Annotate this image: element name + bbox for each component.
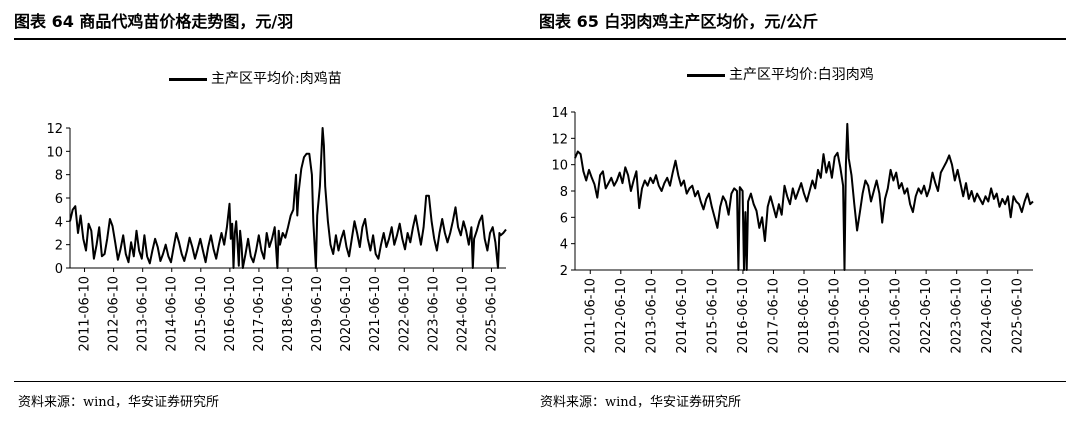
figure-64-title-rule	[14, 38, 541, 40]
y-tick-label: 2	[55, 239, 63, 254]
figure-64-legend: 主产区平均价:肉鸡苗	[169, 68, 342, 88]
y-tick-label: 6	[560, 211, 568, 226]
figure-65-chart: 2 4 6 8 10 12 14 2011-06-10 2012-06-10 2013-06-10…	[551, 106, 1034, 354]
figure-65-title-rule	[539, 38, 1066, 40]
x-tick-label: 2016-06-10	[736, 278, 751, 354]
y-tick-label: 12	[46, 122, 63, 137]
x-tick-label: 2020-06-10	[339, 276, 354, 352]
figure-65-legend: 主产区平均价:白羽肉鸡	[687, 64, 874, 84]
y-tick-label: 4	[55, 215, 63, 230]
x-tick-label: 2024-06-10	[980, 278, 995, 354]
x-tick-label: 2025-06-10	[484, 276, 499, 352]
y-tick-label: 14	[551, 106, 568, 121]
x-tick-label: 2021-06-10	[368, 276, 383, 352]
x-tick-label: 2023-06-10	[426, 276, 441, 352]
y-tick-label: 4	[560, 238, 568, 253]
figure-64-legend-label: 主产区平均价:肉鸡苗	[211, 71, 342, 87]
figure-65-legend-label: 主产区平均价:白羽肉鸡	[729, 67, 874, 83]
x-tick-label: 2019-06-10	[828, 278, 843, 354]
y-tick-label: 10	[551, 159, 568, 174]
x-tick-label: 2025-06-10	[1011, 278, 1026, 354]
y-tick-label: 2	[560, 264, 568, 279]
x-tick-label: 2024-06-10	[455, 276, 470, 352]
x-tick-label: 2011-06-10	[78, 276, 93, 352]
figure-65-legend-swatch	[687, 73, 725, 77]
figure-64-title: 图表 64 商品代鸡苗价格走势图，元/羽	[14, 12, 294, 31]
figure-64-panel: 图表 64 商品代鸡苗价格走势图，元/羽 主产区平均价:肉鸡苗 0 2 4 6 8 10 1…	[14, 0, 541, 423]
x-tick-label: 2021-06-10	[889, 278, 904, 354]
y-tick-label: 0	[55, 262, 63, 277]
x-tick-label: 2023-06-10	[950, 278, 965, 354]
figure-64-chart: 0 2 4 6 8 10 12 2011-06-10 2012-06-10 2013-06-10 2…	[46, 122, 507, 352]
series-line	[69, 127, 507, 269]
figure-65-title: 图表 65 白羽肉鸡主产区均价，元/公斤	[539, 12, 819, 31]
y-tick-label: 12	[551, 132, 568, 147]
y-tick-label: 10	[46, 145, 63, 160]
x-tick-label: 2022-06-10	[397, 276, 412, 352]
x-tick-label: 2015-06-10	[705, 278, 720, 354]
x-tick-label: 2019-06-10	[310, 276, 325, 352]
x-tick-label: 2020-06-10	[858, 278, 873, 354]
figure-64-legend-swatch	[169, 77, 207, 81]
figure-65-source: 资料来源：wind，华安证券研究所	[540, 395, 741, 410]
x-tick-label: 2012-06-10	[107, 276, 122, 352]
x-tick-label: 2013-06-10	[136, 276, 151, 352]
x-tick-label: 2018-06-10	[281, 276, 296, 352]
y-tick-label: 8	[560, 185, 568, 200]
x-tick-label: 2014-06-10	[165, 276, 180, 352]
y-tick-label: 6	[55, 192, 63, 207]
x-tick-label: 2016-06-10	[223, 276, 238, 352]
series-line	[574, 122, 1034, 271]
figure-64-source: 资料来源：wind，华安证券研究所	[18, 395, 219, 410]
x-tick-label: 2012-06-10	[614, 278, 629, 354]
figure-65-panel: 图表 65 白羽肉鸡主产区均价，元/公斤 主产区平均价:白羽肉鸡 2 4 6 8 10 1…	[539, 0, 1066, 423]
footer-rule	[14, 381, 1066, 382]
x-tick-label: 2013-06-10	[644, 278, 659, 354]
x-tick-label: 2018-06-10	[797, 278, 812, 354]
x-tick-label: 2017-06-10	[766, 278, 781, 354]
x-tick-label: 2015-06-10	[194, 276, 209, 352]
y-tick-label: 8	[55, 169, 63, 184]
x-tick-label: 2011-06-10	[583, 278, 598, 354]
x-tick-label: 2017-06-10	[252, 276, 267, 352]
x-tick-label: 2022-06-10	[919, 278, 934, 354]
x-tick-label: 2014-06-10	[675, 278, 690, 354]
